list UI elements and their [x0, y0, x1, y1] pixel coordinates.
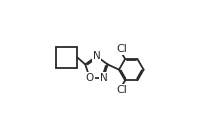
Text: N: N	[99, 73, 107, 83]
Text: Cl: Cl	[116, 85, 126, 95]
Text: O: O	[85, 73, 93, 83]
Text: N: N	[92, 51, 100, 61]
Text: Cl: Cl	[116, 44, 126, 54]
